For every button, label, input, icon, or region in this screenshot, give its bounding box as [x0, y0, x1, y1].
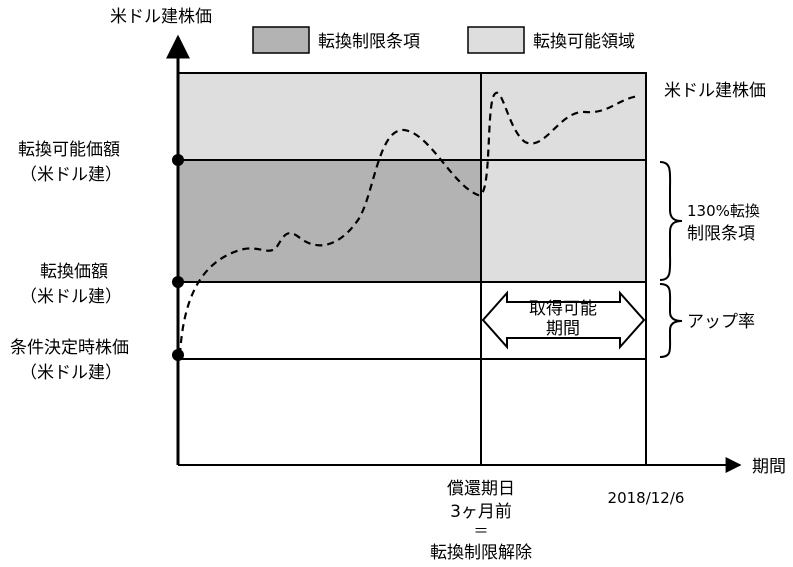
conversion-price-sublabel: （米ドル建） — [20, 287, 122, 307]
limit-clause-sublabel: 制限条項 — [687, 224, 755, 244]
legend-label-conversion-limit: 転換制限条項 — [318, 32, 420, 52]
up-rate-label: アップ率 — [687, 312, 755, 332]
maturity-date-label: 2018/12/6 — [608, 489, 685, 507]
acquisition-period-sublabel: 期間 — [546, 319, 580, 339]
limit-clause-brace — [659, 161, 683, 281]
limit-clause-label: 130%転換 — [687, 202, 760, 220]
equals-sign: ＝ — [473, 522, 488, 540]
legend-label-convertible-area: 転換可能領域 — [533, 32, 635, 52]
stock-price-series-label: 米ドル建株価 — [664, 81, 766, 101]
stock-price-path — [178, 91, 641, 356]
up-rate-brace — [659, 283, 683, 358]
conversion-price-marker — [172, 276, 184, 288]
convertible-price-sublabel: （米ドル建） — [20, 165, 122, 185]
redemption-months-label: 3ヶ月前 — [450, 502, 512, 522]
acquisition-period-arrow — [481, 290, 646, 350]
y-axis-label: 米ドル建株価 — [110, 7, 212, 27]
x-axis-label: 期間 — [752, 457, 786, 477]
reference-price-sublabel: （米ドル建） — [20, 363, 122, 383]
redemption-label: 償還期日 — [447, 479, 515, 499]
acquisition-period-label: 取得可能 — [529, 299, 597, 319]
reference-price-label: 条件決定時株価 — [10, 338, 129, 358]
conversion-limit-region — [178, 160, 481, 282]
convertible-price-label: 転換可能価額 — [18, 140, 120, 160]
reference-price-marker — [172, 349, 184, 361]
conversion-price-label: 転換価額 — [40, 262, 108, 282]
conversion-release-label: 転換制限解除 — [430, 543, 532, 563]
convertible-price-marker — [172, 154, 184, 166]
legend-swatch-convertible-area — [467, 26, 525, 54]
legend-swatch-conversion-limit — [252, 26, 310, 54]
